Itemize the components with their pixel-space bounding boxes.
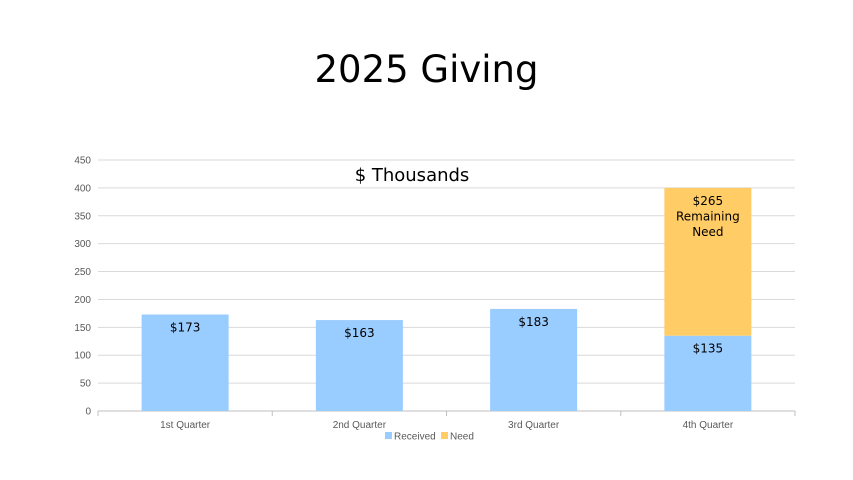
x-category-label: 4th Quarter [683,420,734,431]
data-label: $265 [693,194,724,208]
legend-swatch-need [441,432,448,439]
x-category-label: 2nd Quarter [333,420,387,431]
y-tick-label: 50 [80,379,92,390]
data-label: $163 [344,326,375,340]
y-tick-label: 350 [74,211,91,222]
y-tick-label: 0 [85,407,91,418]
slide-title: 2025 Giving [314,48,539,91]
legend-label-need: Need [450,432,474,443]
data-label: $135 [693,342,724,356]
y-tick-label: 200 [74,295,91,306]
y-tick-label: 250 [74,267,91,278]
y-tick-label: 300 [74,239,91,250]
y-tick-label: 150 [74,323,91,334]
chart-subtitle: $ Thousands [355,165,470,186]
bars [141,187,752,411]
y-tick-label: 100 [74,351,91,362]
bar-received-1 [141,314,229,411]
bar-received-2 [315,320,403,411]
x-category-label: 1st Quarter [160,420,211,431]
y-tick-label: 450 [74,156,91,167]
x-category-label: 3rd Quarter [508,420,560,431]
bar-need-4 [664,187,752,336]
data-label: $183 [518,315,549,329]
legend-label-received: Received [394,432,436,443]
data-label: Remaining [676,209,740,223]
data-label: $173 [170,321,201,335]
bar-received-4 [664,335,752,411]
data-label: Need [692,225,723,239]
legend-swatch-received [385,432,392,439]
legend: Received Need [385,432,474,443]
bar-received-3 [490,308,578,411]
y-tick-label: 400 [74,183,91,194]
